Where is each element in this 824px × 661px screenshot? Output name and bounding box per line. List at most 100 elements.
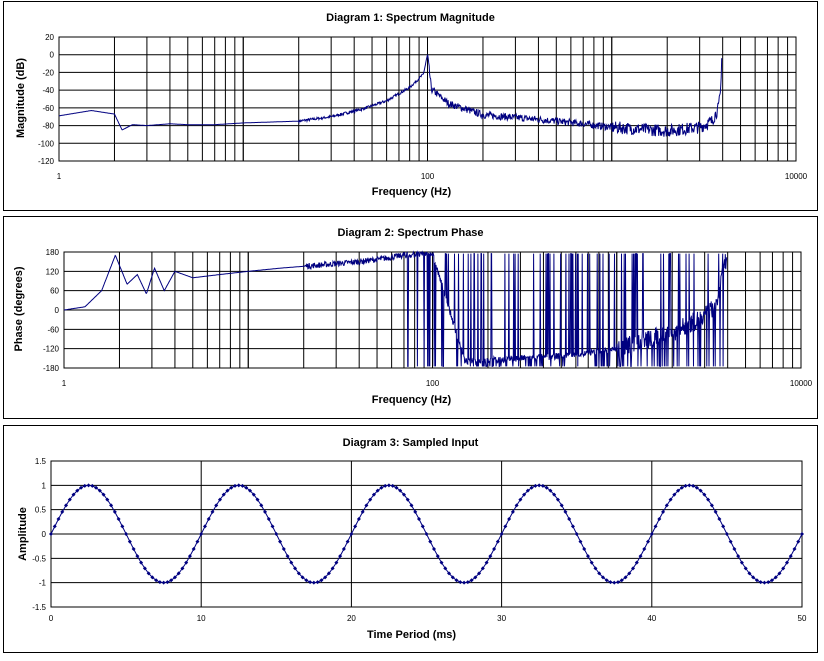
data-point <box>105 497 110 502</box>
data-point <box>281 547 286 552</box>
data-point <box>529 485 534 490</box>
data-point <box>311 580 316 585</box>
x-tick-label: 40 <box>647 614 656 623</box>
data-point <box>157 580 162 585</box>
data-point <box>653 524 658 529</box>
data-point <box>462 580 467 585</box>
data-point <box>574 532 579 536</box>
y-tick-label: -80 <box>42 122 54 131</box>
data-point <box>709 503 714 508</box>
y-tick-label: -120 <box>43 345 60 354</box>
data-point <box>251 492 256 497</box>
data-point <box>661 509 666 514</box>
data-point <box>413 509 418 514</box>
data-point <box>255 497 260 502</box>
data-point <box>627 571 632 576</box>
data-point <box>293 566 298 571</box>
data-point <box>191 547 196 552</box>
data-point <box>578 539 583 544</box>
data-point <box>353 524 358 529</box>
x-tick-label: 100 <box>426 379 440 388</box>
data-point <box>112 509 117 514</box>
phase-chart-panel: Diagram 2: Spectrum Phase Phase (degrees… <box>3 216 818 419</box>
magnitude-chart-title: Diagram 1: Spectrum Magnitude <box>326 12 495 24</box>
data-point <box>800 532 804 536</box>
y-tick-label: -120 <box>38 157 55 166</box>
y-tick-label: 1.5 <box>35 457 47 466</box>
data-point <box>401 492 406 497</box>
data-point <box>120 524 125 529</box>
data-point <box>169 578 174 583</box>
data-point <box>570 524 575 529</box>
data-point <box>766 580 771 585</box>
data-point <box>492 547 497 552</box>
data-point <box>345 539 350 544</box>
data-point <box>649 532 654 536</box>
data-point <box>64 503 69 508</box>
data-point <box>161 580 166 585</box>
data-point <box>67 497 72 502</box>
data-point <box>642 547 647 552</box>
data-point <box>480 566 485 571</box>
data-point <box>499 532 504 536</box>
data-point <box>109 503 114 508</box>
data-point <box>754 578 759 583</box>
y-tick-label: 120 <box>46 267 60 276</box>
data-point <box>270 524 275 529</box>
y-tick-label: 20 <box>45 33 54 42</box>
data-point <box>792 547 797 552</box>
data-point <box>533 483 538 488</box>
data-point <box>773 575 778 580</box>
x-tick-label: 1 <box>57 172 62 181</box>
y-tick-label: 180 <box>46 248 60 257</box>
data-point <box>221 492 226 497</box>
data-point <box>638 554 643 559</box>
data-point <box>308 580 313 585</box>
data-point <box>563 509 568 514</box>
y-tick-label: 60 <box>50 287 59 296</box>
data-point <box>672 492 677 497</box>
sampled-input-plot: 0 10 20 30 40 50 1.5 1 0.5 0 -0.5 -1 -1.5 <box>32 457 807 623</box>
data-point <box>477 571 482 576</box>
y-tick-label: -1 <box>39 579 47 588</box>
data-point <box>608 580 613 585</box>
data-point <box>56 516 61 521</box>
data-point <box>623 575 628 580</box>
data-point <box>454 578 459 583</box>
data-point <box>683 483 688 488</box>
data-point <box>657 516 662 521</box>
data-point <box>52 524 57 529</box>
y-tick-label: -20 <box>42 68 54 77</box>
x-tick-label: 50 <box>798 614 807 623</box>
data-point <box>762 580 767 585</box>
data-point <box>728 539 733 544</box>
data-point <box>315 580 320 585</box>
data-point <box>631 566 636 571</box>
y-tick-label: -180 <box>43 364 60 373</box>
data-point <box>349 532 354 536</box>
data-point <box>484 560 489 565</box>
data-point <box>97 488 102 493</box>
data-point <box>702 492 707 497</box>
data-point <box>788 554 793 559</box>
data-point <box>398 488 403 493</box>
data-point <box>736 554 741 559</box>
data-point <box>769 578 774 583</box>
x-tick-label: 10000 <box>790 379 813 388</box>
data-point <box>503 524 508 529</box>
data-point <box>717 516 722 521</box>
data-point <box>244 485 249 490</box>
data-point <box>724 532 729 536</box>
data-point <box>619 578 624 583</box>
data-point <box>135 554 140 559</box>
data-point <box>154 578 159 583</box>
data-point <box>368 497 373 502</box>
data-point <box>379 485 384 490</box>
data-point <box>405 497 410 502</box>
data-point <box>495 539 500 544</box>
data-point <box>334 560 339 565</box>
data-point <box>679 485 684 490</box>
data-point <box>450 575 455 580</box>
data-point <box>634 560 639 565</box>
